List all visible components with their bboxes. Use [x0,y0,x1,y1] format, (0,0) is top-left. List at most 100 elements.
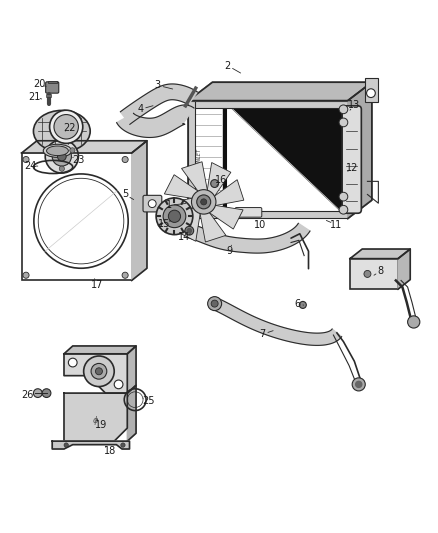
Polygon shape [21,141,147,153]
Circle shape [114,380,123,389]
Circle shape [34,174,128,268]
Text: OUTLET: OUTLET [240,210,259,215]
Circle shape [408,316,420,328]
Text: 15: 15 [158,219,171,229]
Bar [188,101,348,108]
Circle shape [187,229,191,233]
Text: 22: 22 [64,123,76,133]
FancyBboxPatch shape [342,106,361,213]
Polygon shape [117,105,194,138]
Circle shape [121,443,125,447]
Bar [48,80,57,83]
Text: 3: 3 [155,80,161,90]
Text: 26: 26 [21,390,34,400]
Bar [350,259,398,289]
Polygon shape [177,205,201,241]
Text: 17: 17 [91,280,103,290]
Text: 14: 14 [178,232,190,242]
Ellipse shape [33,110,90,152]
Circle shape [64,443,68,447]
Polygon shape [181,161,208,193]
Circle shape [45,140,78,173]
Circle shape [148,200,156,207]
Circle shape [95,368,102,375]
Circle shape [208,297,222,311]
Circle shape [339,105,348,114]
Text: 19: 19 [95,419,107,430]
Text: 1: 1 [166,200,172,211]
Circle shape [168,210,180,222]
Circle shape [23,157,29,163]
Text: 8: 8 [378,266,384,276]
Polygon shape [350,249,410,259]
Circle shape [156,198,193,235]
Circle shape [54,115,78,139]
Text: 24: 24 [24,161,36,171]
Bar [21,153,132,280]
FancyBboxPatch shape [235,207,262,217]
Text: 20: 20 [33,79,45,89]
Circle shape [352,378,365,391]
Polygon shape [212,180,244,206]
Polygon shape [199,211,226,242]
FancyBboxPatch shape [143,195,162,212]
Text: 11: 11 [330,220,342,230]
Polygon shape [64,393,127,441]
Polygon shape [207,205,243,229]
Circle shape [42,389,51,398]
Circle shape [59,166,64,171]
Circle shape [23,272,29,278]
Circle shape [33,389,42,398]
Circle shape [339,205,348,214]
FancyBboxPatch shape [46,82,59,93]
Circle shape [163,205,186,228]
Text: 13: 13 [348,100,360,110]
Circle shape [367,89,375,98]
Circle shape [70,148,75,153]
Ellipse shape [43,144,72,157]
Text: 21: 21 [28,92,41,102]
Circle shape [84,356,114,386]
Circle shape [339,192,348,201]
Bar [223,103,347,216]
Bar [188,101,195,219]
Text: 10: 10 [254,220,267,230]
Circle shape [52,147,71,166]
Circle shape [201,199,207,205]
Circle shape [68,358,77,367]
Circle shape [185,227,194,235]
Text: 18: 18 [104,446,116,456]
Bar [188,211,348,219]
Polygon shape [120,84,198,124]
Text: 6: 6 [294,298,300,309]
Polygon shape [127,346,136,393]
Circle shape [49,110,83,143]
Circle shape [91,364,107,379]
Polygon shape [163,198,195,224]
Polygon shape [398,249,410,289]
Polygon shape [132,141,147,280]
Text: $\phi$: $\phi$ [92,414,99,427]
Polygon shape [188,82,372,101]
Polygon shape [52,441,130,449]
Polygon shape [207,163,231,199]
Polygon shape [212,298,342,345]
Circle shape [57,152,66,161]
Polygon shape [187,223,310,253]
Bar [46,94,51,97]
Ellipse shape [46,146,68,156]
Text: 23: 23 [72,155,85,165]
Polygon shape [64,346,136,354]
Text: 12: 12 [346,163,359,173]
Circle shape [299,302,306,309]
Circle shape [364,270,371,277]
Text: 25: 25 [142,396,155,406]
Circle shape [197,195,211,209]
Text: 16: 16 [215,175,227,185]
Text: 5: 5 [122,189,128,199]
Circle shape [339,118,348,127]
Text: 9: 9 [227,246,233,256]
Circle shape [211,180,219,188]
Circle shape [122,272,128,278]
Circle shape [49,148,54,153]
